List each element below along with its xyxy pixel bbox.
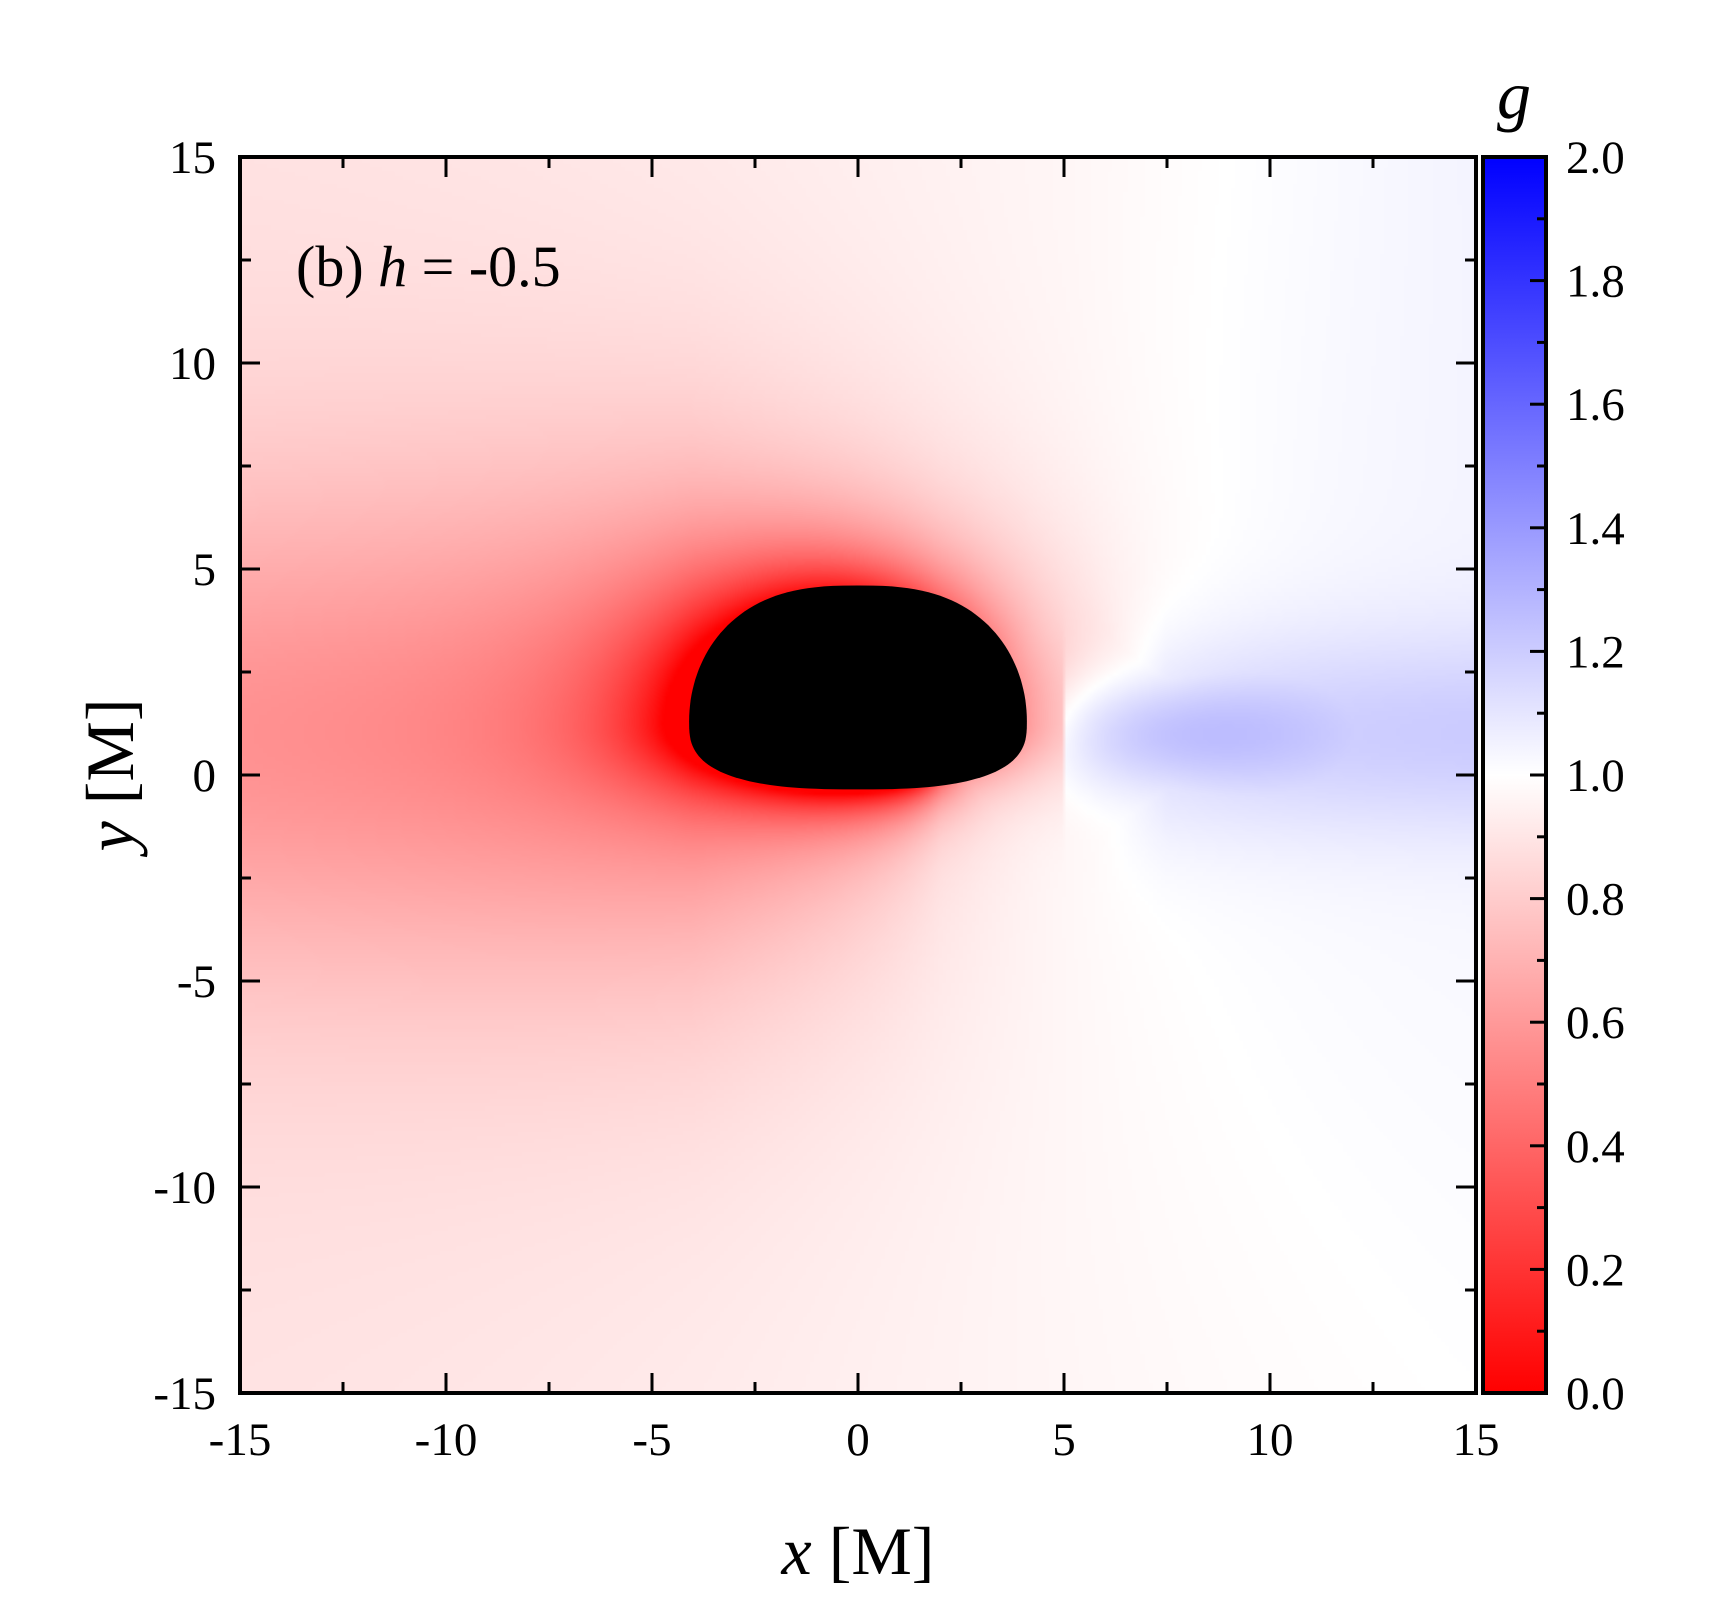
x-tick-label: 5 [1052,1414,1076,1466]
x-tick-label: -15 [209,1414,272,1466]
colorbar-tick-label: 0.6 [1566,997,1625,1049]
colorbar-tick-label: 1.0 [1566,750,1625,802]
x-tick-label: 15 [1453,1414,1500,1466]
y-tick-label: 15 [169,132,216,184]
colorbar-tick-label: 1.4 [1566,503,1625,555]
x-axis-ticks: -15 -10 -5 0 5 10 15 [209,157,1500,1466]
y-tick-label: 5 [193,544,217,596]
colorbar-tick-label: 1.2 [1566,626,1625,678]
x-axis-label: x [M] [781,1513,935,1589]
colorbar-tick-label: 0.8 [1566,874,1625,926]
y-tick-label: 0 [193,750,217,802]
black-hole-shadow [689,585,1027,790]
colorbar-tick-label: 2.0 [1566,132,1625,184]
x-tick-label: -5 [632,1414,671,1466]
colorbar-tick-label: 0.2 [1566,1244,1625,1296]
x-tick-label: 10 [1247,1414,1294,1466]
panel-annotation: (b) h = -0.5 [296,234,561,299]
y-tick-label: -10 [153,1162,216,1214]
y-axis-ticks: -15 -10 -5 0 5 10 15 [153,132,1476,1420]
y-tick-label: -5 [177,956,216,1008]
colorbar-tick-label: 1.8 [1566,256,1625,308]
colorbar-tick-label: 0.4 [1566,1121,1625,1173]
heatmap-field [240,157,1476,1393]
colorbar-ticks: 0.0 0.2 0.4 0.6 0.8 1.0 1.2 1.4 1.6 1.8 2.0 [1530,132,1625,1420]
colorbar-tick-label: 1.6 [1566,379,1625,431]
colorbar: 0.0 0.2 0.4 0.6 0.8 1.0 1.2 1.4 1.6 1.8 2.0 g [1481,57,1625,1420]
x-tick-label: 0 [846,1414,870,1466]
y-tick-label: -15 [153,1368,216,1420]
colorbar-tick-label: 0.0 [1566,1368,1625,1420]
y-tick-label: 10 [169,338,216,390]
y-axis-label: y [M] [72,699,148,858]
x-tick-label: -10 [415,1414,478,1466]
colorbar-label: g [1497,57,1531,133]
